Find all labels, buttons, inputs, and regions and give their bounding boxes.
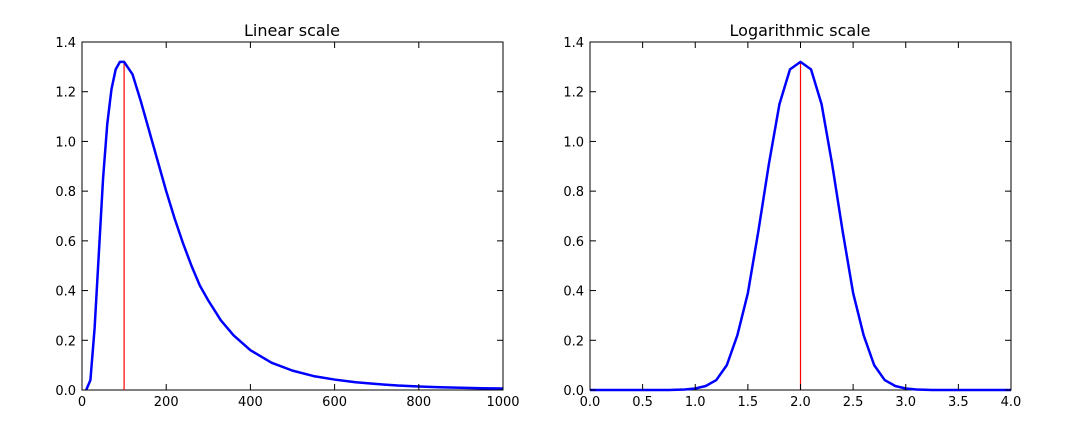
logarithmic-y-tick-label: 0.4	[563, 285, 584, 300]
logarithmic-x-tick-label: 2.0	[790, 395, 811, 410]
logarithmic-x-tick-label: 2.5	[843, 395, 864, 410]
logarithmic-x-tick-label: 4.0	[1001, 395, 1022, 410]
logarithmic-y-tick-label: 0.2	[563, 334, 584, 349]
linear-y-tick-label: 0.6	[55, 235, 76, 250]
logarithmic-y-tick-label: 0.0	[563, 384, 584, 399]
linear-x-tick-label: 400	[238, 395, 263, 410]
logarithmic-scale-panel: Logarithmic scale 0.0 0.5 1.0 1.5 2.0 2.5 3.0 3…	[563, 21, 1021, 410]
linear-y-tick-label: 0.4	[55, 285, 76, 300]
logarithmic-chart-title: Logarithmic scale	[730, 21, 871, 40]
linear-scale-panel: Linear scale 0 200 400 600 800 1000 0.0 0.2 0.4 0…	[55, 21, 519, 410]
linear-x-tick-label: 0	[78, 395, 86, 410]
logarithmic-y-tick-label: 0.6	[563, 235, 584, 250]
logarithmic-x-tick-label: 1.0	[685, 395, 706, 410]
linear-chart-title: Linear scale	[244, 21, 340, 40]
logarithmic-x-tick-label: 0.5	[632, 395, 653, 410]
logarithmic-x-tick-label: 3.5	[948, 395, 969, 410]
linear-y-tick-label: 1.0	[55, 135, 76, 150]
logarithmic-x-tick-label: 3.0	[895, 395, 916, 410]
linear-y-tick-label: 1.4	[55, 36, 76, 51]
linear-series-line	[85, 60, 504, 391]
linear-y-tick-label: 1.2	[55, 86, 76, 101]
logarithmic-x-tick-label: 0.0	[580, 395, 601, 410]
linear-x-tick-label: 1000	[486, 395, 519, 410]
linear-axes-frame	[81, 41, 504, 391]
logarithmic-y-tick-label: 0.8	[563, 185, 584, 200]
logarithmic-x-tick-label: 1.5	[738, 395, 759, 410]
logarithmic-y-tick-label: 1.2	[563, 86, 584, 101]
logarithmic-y-tick-label: 1.0	[563, 135, 584, 150]
linear-x-tick-label: 600	[322, 395, 347, 410]
linear-y-tick-label: 0.2	[55, 334, 76, 349]
linear-x-tick-label: 200	[154, 395, 179, 410]
logarithmic-y-tick-label: 1.4	[563, 36, 584, 51]
linear-y-tick-label: 0.8	[55, 185, 76, 200]
linear-x-tick-label: 800	[406, 395, 431, 410]
linear-y-tick-label: 0.0	[55, 384, 76, 399]
